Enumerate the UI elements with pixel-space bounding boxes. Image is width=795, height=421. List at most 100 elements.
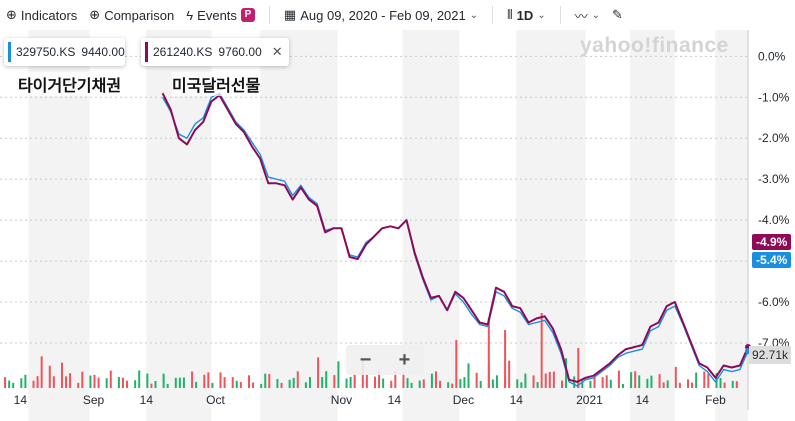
volume-bar (36, 376, 39, 388)
date-range-picker[interactable]: ▦ Aug 09, 2020 - Feb 09, 2021 ⌄ (284, 7, 478, 23)
volume-bar (8, 380, 11, 388)
volume-bar (345, 378, 348, 388)
series1-color-swatch (8, 42, 11, 62)
chart-type-picker[interactable]: 〰 ⌄ (575, 6, 600, 25)
volume-bar (126, 380, 129, 388)
volume-bar (24, 374, 27, 388)
volume-bar (666, 380, 669, 388)
yahoo-finance-logo: yahoo!finance (580, 34, 729, 57)
y-tick-label: -4.0% (758, 213, 790, 227)
series2-korean-name: 미국달러선물 (172, 72, 261, 96)
volume-bar (418, 380, 421, 388)
volume-bar (374, 376, 376, 388)
volume-bar (166, 383, 169, 388)
chevron-down-icon: ⌄ (469, 9, 479, 21)
volume-bar (451, 383, 454, 388)
volume-bar (280, 382, 283, 388)
x-tick-label: 14 (140, 393, 154, 407)
volume-bar (617, 370, 620, 388)
volume-bar (40, 356, 43, 388)
volume-bar (121, 377, 124, 388)
volume-bar (609, 379, 612, 388)
volume-bar (69, 373, 72, 388)
volume-bar (430, 373, 433, 388)
x-tick-label: Oct (206, 393, 225, 407)
plus-circle-icon: ⊕ (6, 7, 17, 22)
series2-last-value-tag: -4.9% (752, 234, 792, 250)
volume-bar (589, 380, 592, 388)
volume-bar (479, 381, 482, 388)
volume-bar (296, 371, 299, 388)
candle-icon: ⫴ (507, 7, 513, 22)
volume-bar (467, 363, 470, 388)
volume-bar (349, 376, 352, 388)
volume-bar (532, 375, 535, 388)
volume-bar (475, 372, 478, 388)
remove-comparison-close-icon[interactable]: ✕ (271, 44, 283, 59)
legend-chip-series1: 329750.KS 9440.00 (4, 38, 125, 66)
volume-bar (333, 375, 336, 388)
time-band (516, 30, 586, 421)
series1-price: 9440.00 (81, 45, 125, 59)
x-tick-label: 14 (510, 393, 524, 407)
volume-bar (174, 377, 177, 388)
volume-bar (317, 357, 320, 388)
volume-bar (81, 371, 84, 388)
plus-circle-icon: ⊕ (89, 7, 101, 22)
volume-bar (268, 373, 271, 388)
x-tick-label: Dec (453, 393, 474, 407)
y-tick-label: -6.0% (758, 295, 790, 309)
y-tick-label: -1.0% (758, 90, 790, 104)
zoom-controls: − + (346, 345, 424, 375)
events-button[interactable]: ϟ Events P (186, 8, 255, 23)
volume-bar (735, 381, 738, 388)
calendar-icon: ▦ (283, 7, 297, 22)
volume-bar (60, 362, 63, 388)
volume-bar (544, 373, 547, 388)
x-tick-label: Feb (705, 393, 726, 407)
volume-bar (276, 378, 279, 388)
volume-bar (308, 377, 311, 388)
volume-bar (154, 380, 157, 388)
volume-bar (178, 377, 181, 388)
series1-symbol: 329750.KS (16, 45, 76, 59)
line-chart-icon: 〰 (574, 8, 588, 24)
volume-bar (304, 382, 307, 388)
volume-bar (687, 379, 690, 388)
chevron-down-icon: ⌄ (537, 9, 546, 21)
volume-bar (219, 372, 222, 388)
volume-bar (662, 382, 665, 388)
volume-bar (48, 365, 51, 388)
y-tick-label: -2.0% (758, 131, 790, 145)
volume-bar (621, 383, 624, 388)
lightning-icon: ϟ (186, 7, 194, 23)
volume-bar (264, 373, 267, 388)
volume-bar (650, 375, 653, 388)
volume-bar (601, 377, 604, 388)
time-band (630, 30, 675, 421)
volume-bar (235, 380, 238, 388)
events-badge: P (240, 8, 255, 22)
volume-bar (32, 380, 35, 388)
volume-bar (203, 374, 206, 388)
zoom-in-button[interactable]: + (398, 348, 411, 371)
time-band (260, 30, 338, 421)
volume-bar (695, 372, 698, 388)
legend-chip-series2: 261240.KS 9760.00 ✕ (141, 38, 289, 66)
x-tick-label: Nov (331, 393, 352, 407)
draw-button[interactable]: ✎ (612, 7, 623, 23)
toolbar-divider (559, 6, 561, 24)
comparison-button[interactable]: ⊕ Comparison (89, 7, 174, 23)
x-tick-label: Sep (83, 393, 105, 407)
zoom-out-button[interactable]: − (359, 348, 372, 371)
indicators-button[interactable]: ⊕ Indicators (6, 7, 77, 23)
volume-bar (77, 382, 80, 388)
volume-bar (195, 381, 198, 388)
volume-bar (146, 373, 149, 388)
toolbar-divider (492, 6, 494, 24)
volume-bar (495, 375, 498, 388)
volume-bar (182, 377, 185, 388)
interval-picker[interactable]: ⫴ 1D ⌄ (507, 7, 545, 23)
time-band (715, 30, 748, 421)
volume-bar (703, 371, 706, 388)
